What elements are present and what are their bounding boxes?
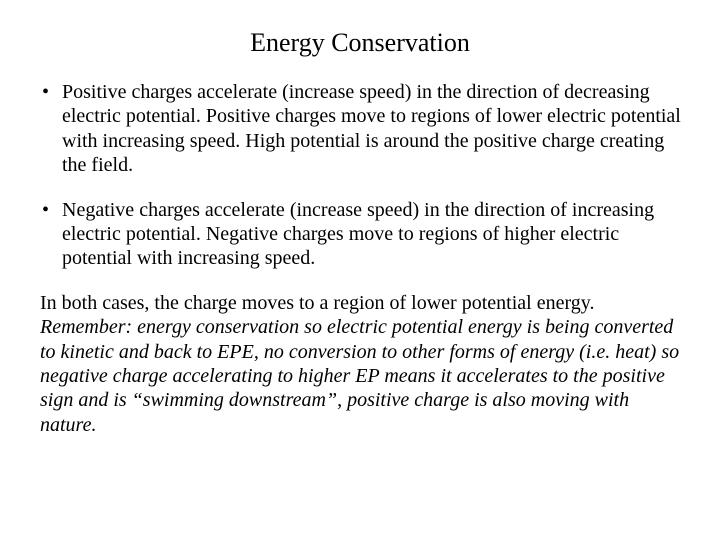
bullet-list: Positive charges accelerate (increase sp… bbox=[36, 80, 684, 271]
slide: Energy Conservation Positive charges acc… bbox=[0, 0, 720, 540]
paragraph-lead: In both cases, the charge moves to a reg… bbox=[40, 292, 594, 314]
paragraph-italic: Remember: energy conservation so electri… bbox=[40, 316, 679, 436]
list-item: Negative charges accelerate (increase sp… bbox=[36, 198, 684, 271]
list-item: Positive charges accelerate (increase sp… bbox=[36, 80, 684, 178]
paragraph: In both cases, the charge moves to a reg… bbox=[36, 291, 684, 437]
slide-title: Energy Conservation bbox=[36, 28, 684, 58]
